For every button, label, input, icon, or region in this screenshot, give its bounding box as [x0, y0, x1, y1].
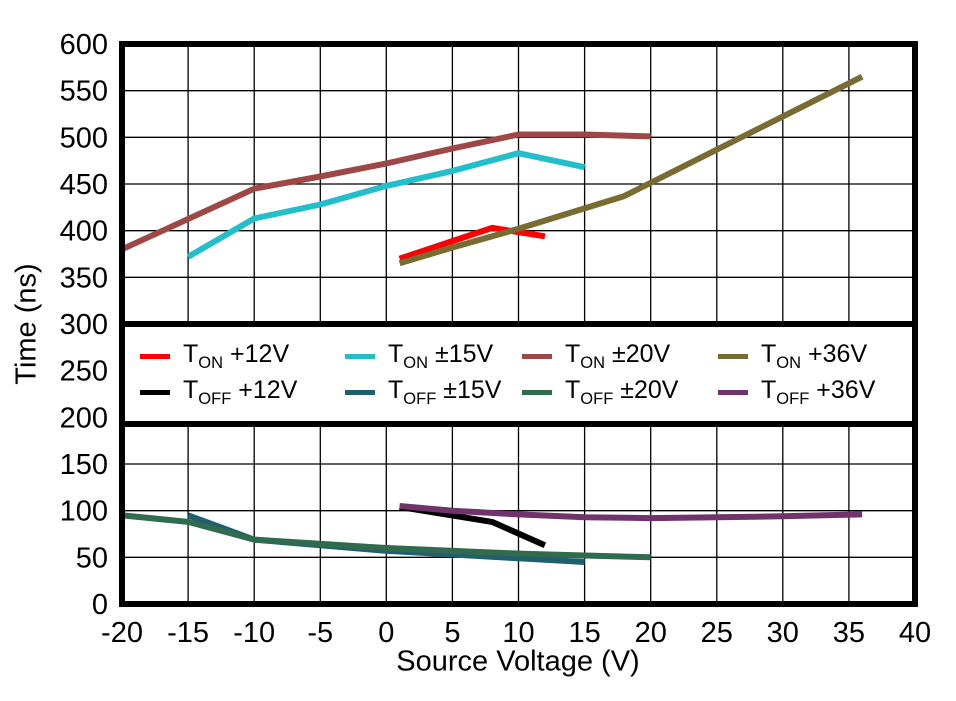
legend-row-off: TOFF +12V TOFF ±15V TOFF ±20V TOFF +36V — [125, 375, 912, 410]
x-tick-label: 5 — [444, 617, 460, 649]
legend-item-toff-20v: TOFF ±20V — [522, 376, 718, 409]
series-ton-20v — [120, 131, 651, 253]
legend-label-ton-12v: TON +12V — [183, 339, 290, 372]
x-axis-title: Source Voltage (V) — [396, 645, 640, 678]
x-tick-label: 15 — [568, 617, 600, 649]
series-toff-20v — [121, 512, 651, 561]
y-tick-label: 450 — [60, 169, 108, 201]
legend-swatch-ton-20v — [522, 353, 552, 359]
legend-swatch-ton-15v — [345, 353, 375, 359]
y-tick-label: 350 — [60, 262, 108, 294]
legend-label-toff-12v: TOFF +12V — [183, 375, 298, 408]
legend-row-on: TON +12V TON ±15V TON ±20V TON +36V — [125, 339, 912, 374]
legend-item-ton-20v: TON ±20V — [522, 340, 718, 373]
y-tick-label: 550 — [60, 76, 108, 108]
legend-item-toff-12v: TOFF +12V — [140, 376, 345, 409]
y-tick-label: 250 — [60, 356, 108, 388]
x-tick-label: 25 — [701, 617, 733, 649]
legend-swatch-toff-36v — [718, 389, 748, 395]
legend-label-toff-15v: TOFF ±15V — [388, 375, 502, 408]
legend-label-ton-20v: TON ±20V — [565, 339, 671, 372]
x-tick-label: 0 — [378, 617, 394, 649]
legend-label-toff-20v: TOFF ±20V — [565, 375, 679, 408]
y-tick-label: 100 — [60, 496, 108, 528]
x-tick-label: 40 — [899, 617, 931, 649]
x-tick-label: -20 — [101, 617, 143, 649]
y-tick-label: 0 — [92, 589, 108, 621]
y-tick-label: 400 — [60, 216, 108, 248]
legend-item-toff-36v: TOFF +36V — [718, 376, 912, 409]
legend-swatch-toff-20v — [522, 389, 552, 395]
y-axis-title: Time (ns) — [10, 263, 43, 385]
x-tick-label: 20 — [635, 617, 667, 649]
legend-label-ton-36v: TON +36V — [761, 339, 868, 372]
y-tick-label: 300 — [60, 309, 108, 341]
legend-item-ton-36v: TON +36V — [718, 340, 912, 373]
series-ton-15v — [186, 150, 586, 260]
series-ton-36v — [398, 74, 864, 267]
legend-swatch-ton-36v — [718, 353, 748, 359]
legend-item-ton-12v: TON +12V — [140, 340, 345, 373]
y-tick-label: 500 — [60, 122, 108, 154]
legend-swatch-toff-15v — [345, 389, 375, 395]
series-toff-12v — [399, 503, 547, 548]
x-tick-label: 30 — [767, 617, 799, 649]
x-tick-label: 35 — [833, 617, 865, 649]
legend: TON +12V TON ±15V TON ±20V TON +36V TOFF +12V — [119, 321, 918, 427]
legend-swatch-toff-12v — [140, 389, 170, 395]
x-tick-label: -10 — [233, 617, 275, 649]
legend-item-toff-15v: TOFF ±15V — [345, 376, 522, 409]
series-toff-36v — [399, 503, 863, 522]
y-tick-label: 50 — [76, 542, 108, 574]
legend-item-ton-15v: TON ±15V — [345, 340, 522, 373]
legend-label-ton-15v: TON ±15V — [388, 339, 494, 372]
series-ton-12v — [398, 224, 546, 262]
y-tick-label: 600 — [60, 29, 108, 61]
legend-label-toff-36v: TOFF +36V — [761, 375, 876, 408]
y-tick-label: 150 — [60, 449, 108, 481]
x-tick-label: 10 — [502, 617, 534, 649]
x-tick-label: -5 — [307, 617, 333, 649]
legend-swatch-ton-12v — [140, 353, 170, 359]
y-tick-label: 200 — [60, 402, 108, 434]
x-tick-label: -15 — [167, 617, 209, 649]
